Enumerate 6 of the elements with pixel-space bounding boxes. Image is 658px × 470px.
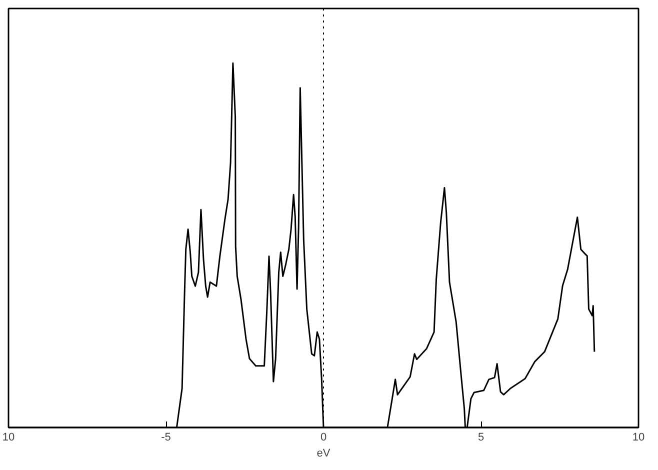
x-tick-label: 0 [320,432,327,444]
x-tick-label: 5 [478,432,484,444]
x-tick-label: 10 [2,432,15,444]
x-axis-title: eV [316,448,331,460]
x-tick-label: 10 [632,432,645,444]
x-tick-label: -5 [161,432,171,444]
